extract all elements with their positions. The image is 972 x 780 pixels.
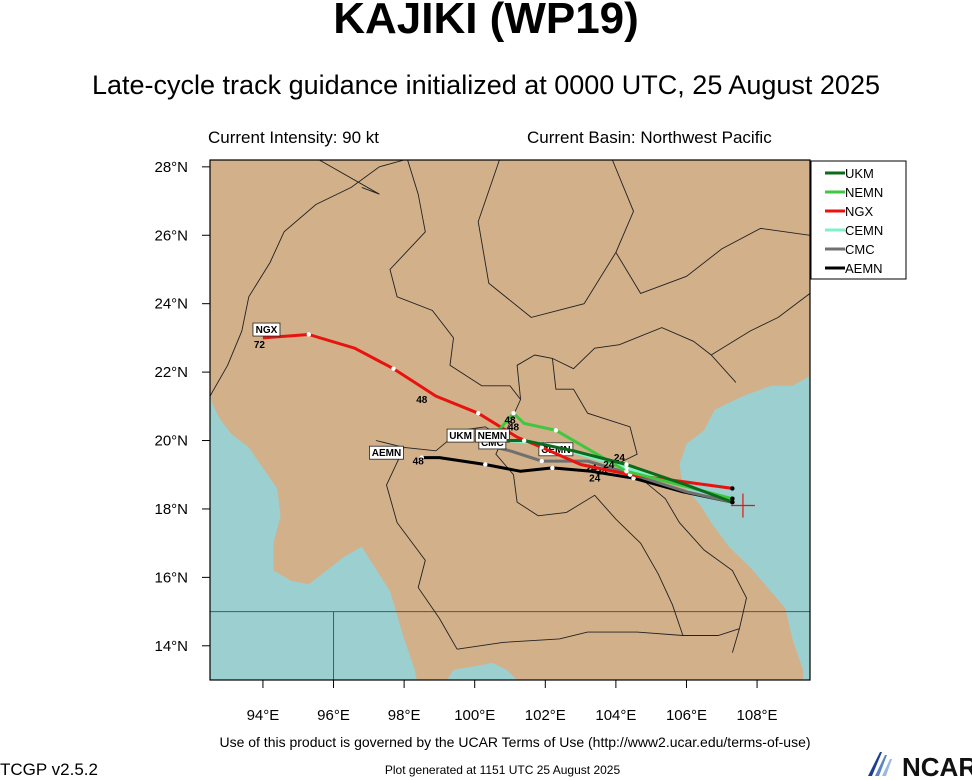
track-layer: 2448AEMN2448CMC24CEMN4872NGX2448NEMN2448… xyxy=(252,322,755,518)
y-tick-label: 22°N xyxy=(154,364,188,381)
chart-title: KAJIKI (WP19) xyxy=(333,0,639,43)
forecast-hour-label: 24 xyxy=(596,467,608,478)
axes-layer: 94°E 96°E 98°E 100°E 102°E 104°E 106°E 108°E 28°… xyxy=(154,159,811,724)
forecast-hour-label: 24 xyxy=(614,453,626,464)
track-point xyxy=(624,462,629,467)
border-line xyxy=(710,293,810,356)
legend-label: AEMN xyxy=(845,261,883,276)
y-tick-label: 18°N xyxy=(154,501,188,518)
model-tag: CEMN xyxy=(541,445,570,456)
forecast-hour-label: 48 xyxy=(416,395,428,406)
border-line xyxy=(386,447,458,650)
model-tag: NEMN xyxy=(478,431,507,442)
model-tag: AEMN xyxy=(372,448,401,459)
legend-label: UKM xyxy=(845,166,874,181)
track-point xyxy=(476,410,481,416)
chart-subtitle: Late-cycle track guidance initialized at… xyxy=(92,70,880,100)
legend-label: CMC xyxy=(845,242,875,257)
ncar-logo-text: NCAR xyxy=(902,752,972,780)
plot-frame xyxy=(209,159,811,681)
generated-timestamp: Plot generated at 1151 UTC 25 August 202… xyxy=(384,763,621,777)
track-point xyxy=(521,438,527,443)
track-point xyxy=(391,366,396,371)
forecast-hour-label: 48 xyxy=(508,422,520,433)
border-line xyxy=(477,160,617,318)
border-line xyxy=(319,160,380,195)
x-tick-label: 98°E xyxy=(388,707,421,724)
legend-label: CEMN xyxy=(845,223,883,238)
border-line xyxy=(495,399,684,636)
x-tick-label: 102°E xyxy=(525,707,566,724)
track-point xyxy=(553,428,559,433)
track-aemn: 24 48 AEMN xyxy=(369,445,735,505)
legend-label: NGX xyxy=(845,204,874,219)
track-ukm: 24 48 UKM xyxy=(446,415,735,505)
y-tick-label: 16°N xyxy=(154,569,188,586)
track-point xyxy=(511,410,516,416)
forecast-hour-label: 48 xyxy=(413,456,425,467)
y-tick-label: 28°N xyxy=(154,159,188,176)
y-tick-label: 24°N xyxy=(154,296,188,313)
track-line-cmc xyxy=(495,445,733,504)
border-line xyxy=(611,160,810,294)
model-tag: UKM xyxy=(449,431,472,442)
model-tag-box xyxy=(252,322,281,337)
track-line-ukm xyxy=(506,439,733,504)
track-point xyxy=(730,499,735,505)
model-tag: NGX xyxy=(256,325,278,336)
model-tag: CMC xyxy=(481,438,504,449)
x-tick-label: 100°E xyxy=(454,707,495,724)
track-point xyxy=(306,332,312,337)
y-tick-label: 26°N xyxy=(154,227,188,244)
track-point xyxy=(730,496,735,501)
terms-of-use: Use of this product is governed by the U… xyxy=(219,734,811,750)
x-tick-label: 106°E xyxy=(666,707,707,724)
forecast-hour-label: 24 xyxy=(586,463,598,474)
model-tag-box xyxy=(369,445,404,460)
track-point xyxy=(624,469,629,474)
bay-of-bengal xyxy=(210,396,417,680)
border-line xyxy=(516,327,737,400)
track-point xyxy=(419,455,424,460)
current-intensity: Current Intensity: 90 kt xyxy=(208,128,380,147)
model-tag-box xyxy=(474,428,510,443)
track-point xyxy=(631,475,636,481)
model-tag-box xyxy=(446,428,475,443)
x-tick-label: 94°E xyxy=(247,707,280,724)
y-tick-label: 14°N xyxy=(154,638,188,655)
forecast-hour-label: 48 xyxy=(504,415,516,426)
legend-box xyxy=(810,160,907,280)
south-china-sea xyxy=(679,376,810,680)
forecast-hour-label: 72 xyxy=(254,340,266,351)
y-tick-label: 20°N xyxy=(154,433,188,450)
x-tick-label: 104°E xyxy=(595,707,636,724)
track-point xyxy=(483,462,488,467)
border-line xyxy=(389,160,521,400)
forecast-hour-label: 24 xyxy=(603,460,615,471)
map-layer xyxy=(210,160,810,680)
x-tick-label: 96°E xyxy=(317,707,350,724)
track-point xyxy=(730,486,735,491)
border-line xyxy=(210,160,405,397)
current-basin: Current Basin: Northwest Pacific xyxy=(527,128,772,147)
legend-label: NEMN xyxy=(845,185,883,200)
track-point xyxy=(539,445,544,450)
gulf-of-thailand xyxy=(447,662,518,680)
version-label: TCGP v2.5.2 xyxy=(0,760,98,779)
track-point xyxy=(550,465,555,471)
x-tick-label: 108°E xyxy=(737,707,778,724)
legend: UKM NEMN NGX CEMN CMC AEMN xyxy=(810,160,907,280)
forecast-hour-label: 24 xyxy=(589,474,601,485)
border-line xyxy=(457,628,740,650)
track-point xyxy=(539,458,544,464)
ncar-logo: NCAR xyxy=(868,752,972,780)
